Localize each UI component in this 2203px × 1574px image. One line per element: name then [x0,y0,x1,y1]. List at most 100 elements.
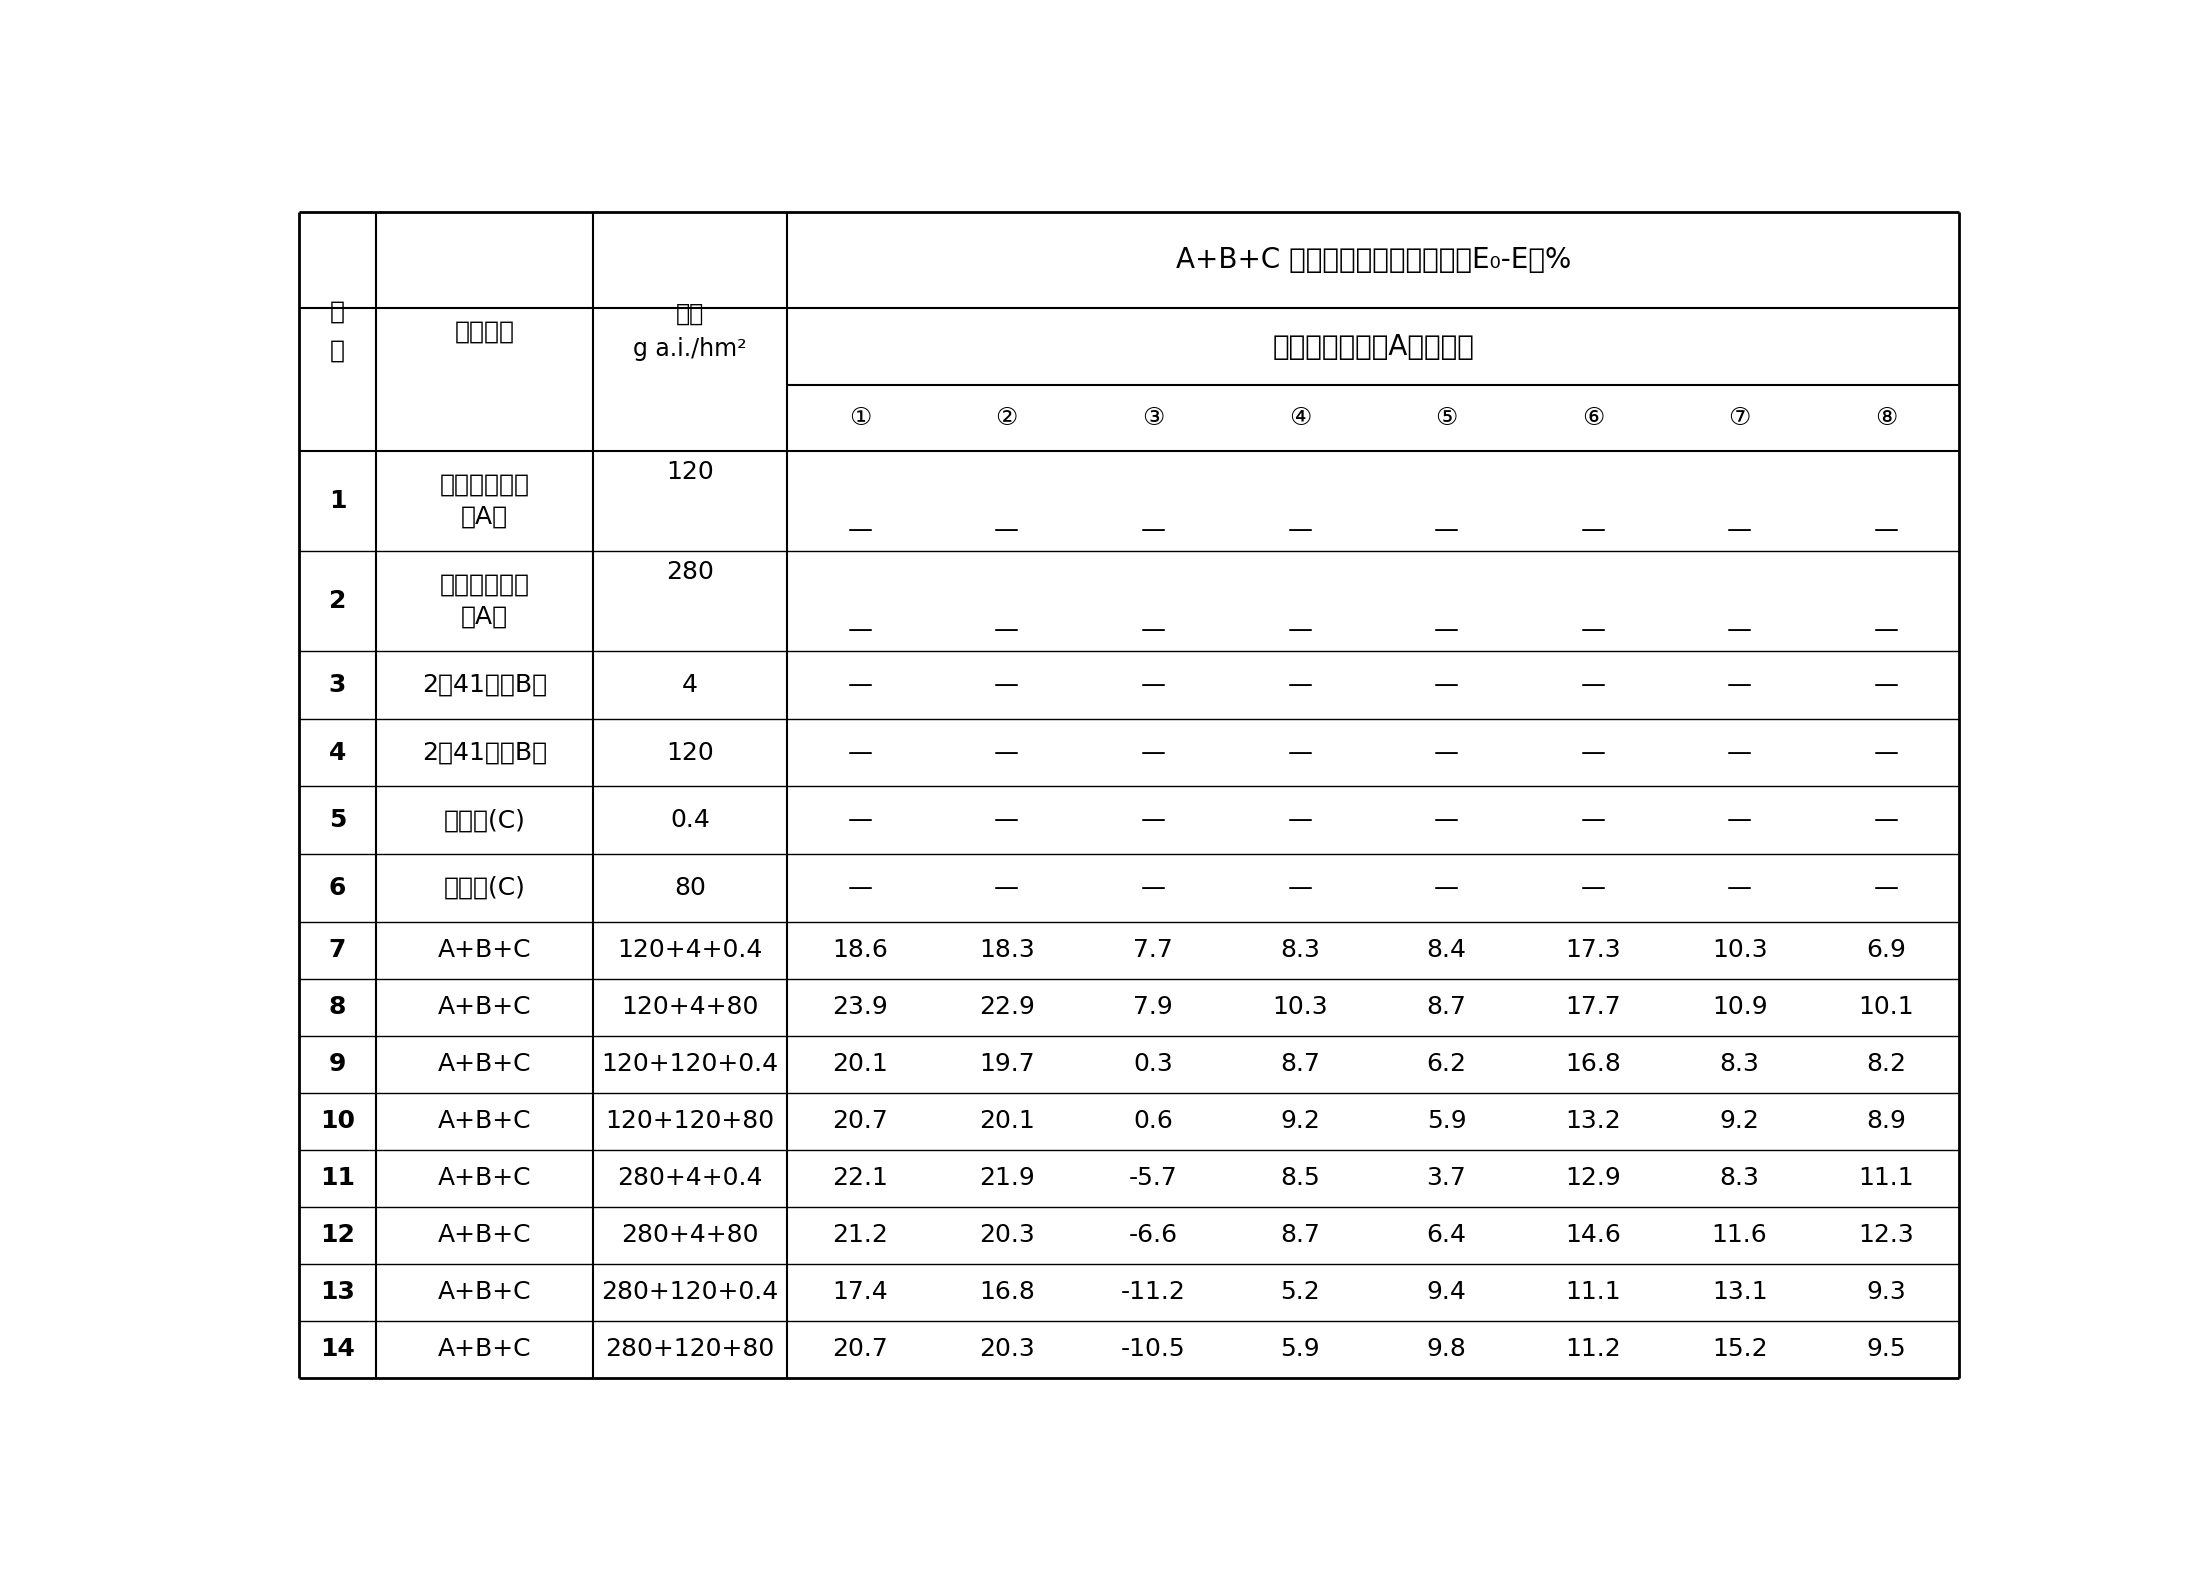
Text: —: — [1875,518,1899,541]
Text: —: — [848,672,872,697]
Text: 4: 4 [328,740,346,765]
Text: 0.4: 0.4 [670,809,709,833]
Text: —: — [1875,672,1899,697]
Text: A+B+C: A+B+C [438,938,531,962]
Text: ⑥: ⑥ [1582,406,1604,430]
Text: —: — [1580,877,1606,900]
Text: 3: 3 [328,672,346,697]
Text: —: — [848,518,872,541]
Text: —: — [1875,809,1899,833]
Text: ⑤: ⑤ [1436,406,1458,430]
Text: 22.1: 22.1 [833,1166,888,1190]
Text: 13.2: 13.2 [1564,1110,1621,1133]
Text: —: — [994,518,1020,541]
Text: —: — [1141,740,1165,765]
Text: 8.7: 8.7 [1428,995,1467,1020]
Text: 10.3: 10.3 [1271,995,1328,1020]
Text: 280+120+80: 280+120+80 [606,1338,775,1362]
Text: 8.9: 8.9 [1866,1110,1906,1133]
Text: 17.7: 17.7 [1564,995,1621,1020]
Text: 17.3: 17.3 [1564,938,1621,962]
Text: —: — [1434,617,1458,642]
Text: —: — [1727,809,1751,833]
Text: 8.7: 8.7 [1280,1053,1320,1077]
Text: 5: 5 [328,809,346,833]
Text: 120+4+80: 120+4+80 [621,995,758,1020]
Text: 20.1: 20.1 [978,1110,1035,1133]
Text: -11.2: -11.2 [1121,1280,1185,1305]
Text: 5.2: 5.2 [1280,1280,1320,1305]
Text: 10.9: 10.9 [1712,995,1767,1020]
Text: 10.3: 10.3 [1712,938,1767,962]
Text: —: — [1287,617,1313,642]
Text: 0.6: 0.6 [1132,1110,1174,1133]
Text: 9.5: 9.5 [1866,1338,1906,1362]
Text: —: — [1580,672,1606,697]
Text: A+B+C: A+B+C [438,1280,531,1305]
Text: —: — [994,877,1020,900]
Text: 11.1: 11.1 [1564,1280,1621,1305]
Text: 序
号: 序 号 [330,299,346,364]
Text: 7.9: 7.9 [1132,995,1174,1020]
Text: —: — [1434,672,1458,697]
Text: 21.9: 21.9 [978,1166,1035,1190]
Text: 8.4: 8.4 [1428,938,1467,962]
Text: 9.2: 9.2 [1721,1110,1760,1133]
Text: 15.2: 15.2 [1712,1338,1767,1362]
Text: 剂量
g a.i./hm²: 剂量 g a.i./hm² [632,302,747,360]
Text: 13: 13 [319,1280,355,1305]
Text: 9.3: 9.3 [1866,1280,1906,1305]
Text: —: — [1580,809,1606,833]
Text: ①: ① [848,406,872,430]
Text: A+B+C: A+B+C [438,1110,531,1133]
Text: A+B+C: A+B+C [438,1338,531,1362]
Text: 120+120+80: 120+120+80 [606,1110,775,1133]
Text: 280+120+0.4: 280+120+0.4 [601,1280,778,1305]
Text: 8.3: 8.3 [1721,1053,1760,1077]
Text: 5.9: 5.9 [1280,1338,1320,1362]
Text: —: — [994,740,1020,765]
Text: 11.2: 11.2 [1564,1338,1621,1362]
Text: 6.4: 6.4 [1428,1223,1467,1247]
Text: —: — [1434,740,1458,765]
Text: —: — [1287,877,1313,900]
Text: 18.3: 18.3 [978,938,1035,962]
Text: —: — [1287,740,1313,765]
Text: 9.8: 9.8 [1428,1338,1467,1362]
Text: 280: 280 [665,560,714,584]
Text: —: — [1287,809,1313,833]
Text: 10: 10 [319,1110,355,1133]
Text: 7: 7 [328,938,346,962]
Text: 16.8: 16.8 [978,1280,1035,1305]
Text: 14: 14 [319,1338,355,1362]
Text: 8.5: 8.5 [1280,1166,1320,1190]
Text: 18.6: 18.6 [833,938,888,962]
Text: —: — [1727,877,1751,900]
Text: 20.7: 20.7 [833,1338,888,1362]
Text: 1: 1 [328,490,346,513]
Text: 21.2: 21.2 [833,1223,888,1247]
Text: —: — [848,877,872,900]
Text: —: — [1727,617,1751,642]
Text: 7.7: 7.7 [1132,938,1174,962]
Text: 120: 120 [665,460,714,483]
Text: ③: ③ [1141,406,1165,430]
Text: 8.3: 8.3 [1721,1166,1760,1190]
Text: A+B+C 混剂处理的存活率差值（E₀-E）%: A+B+C 混剂处理的存活率差值（E₀-E）% [1176,246,1571,274]
Text: A+B+C: A+B+C [438,995,531,1020]
Text: ⑦: ⑦ [1729,406,1751,430]
Text: 280+4+0.4: 280+4+0.4 [617,1166,762,1190]
Text: 8.3: 8.3 [1280,938,1320,962]
Text: ④: ④ [1289,406,1311,430]
Text: 9.2: 9.2 [1280,1110,1320,1133]
Text: ⑧: ⑧ [1875,406,1897,430]
Text: 0.3: 0.3 [1132,1053,1174,1077]
Text: —: — [1141,617,1165,642]
Text: 11.1: 11.1 [1859,1166,1914,1190]
Text: —: — [848,809,872,833]
Text: 20.7: 20.7 [833,1110,888,1133]
Text: 2: 2 [328,589,346,612]
Text: —: — [848,740,872,765]
Text: —: — [1580,518,1606,541]
Text: 广谱性除草剂
（A）: 广谱性除草剂 （A） [441,573,529,628]
